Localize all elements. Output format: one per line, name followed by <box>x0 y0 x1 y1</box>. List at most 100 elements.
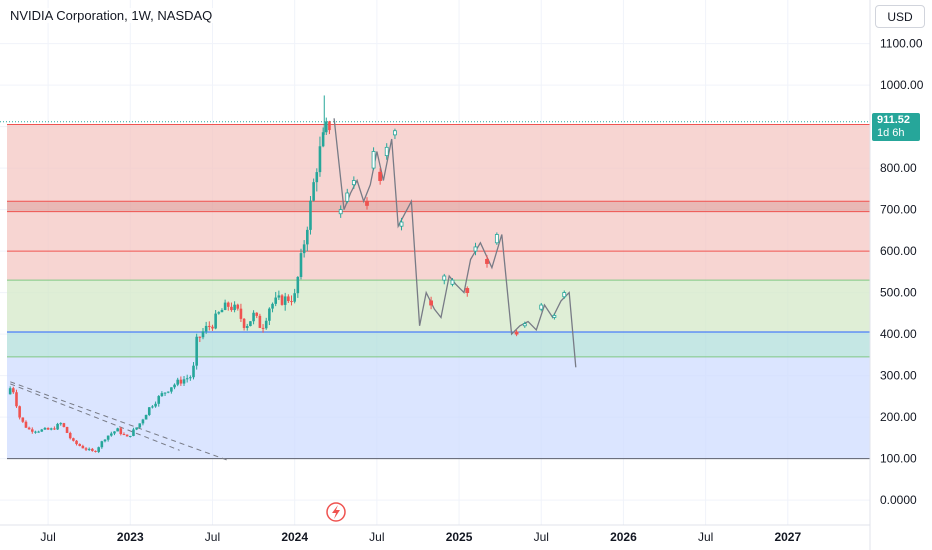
candle-body <box>157 396 161 404</box>
candle-body <box>233 304 236 311</box>
price-tick-label: 0.0000 <box>880 493 917 507</box>
candle-body <box>182 379 186 384</box>
candle-body <box>277 295 281 298</box>
candle-body <box>68 432 72 439</box>
candle-body <box>198 336 202 338</box>
candle-body <box>128 435 132 437</box>
candle-body <box>40 429 44 432</box>
trendline-layer <box>10 381 230 462</box>
candle-body <box>46 427 50 430</box>
zones-layer <box>7 124 870 459</box>
candle-body <box>125 434 129 437</box>
candle-body <box>170 387 173 392</box>
candle-body <box>299 253 303 277</box>
candle-body <box>94 450 97 452</box>
currency-button[interactable]: USD <box>875 5 925 28</box>
projection-candle-body <box>399 221 404 227</box>
candle-body <box>34 431 37 433</box>
trendline[interactable] <box>10 381 230 462</box>
candle-body <box>268 308 271 321</box>
projection-candle-body <box>494 234 499 244</box>
candle-body <box>179 379 183 384</box>
lightning-icon[interactable] <box>326 502 346 522</box>
candle-body <box>151 406 154 408</box>
candle-body <box>223 302 227 310</box>
candle-body <box>56 423 59 430</box>
projection-candle-body <box>522 323 527 327</box>
dark-red-band <box>7 201 870 212</box>
candle-body <box>132 429 135 436</box>
candle-body <box>163 392 167 394</box>
candle-body <box>122 434 126 436</box>
candle-body <box>173 384 176 388</box>
candle-body <box>113 431 116 434</box>
candle-body <box>201 331 205 338</box>
time-tick-label: 2024 <box>281 530 308 544</box>
candle-body <box>220 309 224 313</box>
candle-body <box>328 121 331 131</box>
candle-body <box>116 428 119 432</box>
candle-body <box>185 378 189 380</box>
projection-candle-body <box>465 288 470 293</box>
candle-body <box>204 325 208 332</box>
price-axis[interactable]: 1100.001000.00900.00800.00700.00600.0050… <box>869 0 924 550</box>
projection-candle-body <box>514 331 519 335</box>
candle-body <box>324 121 328 133</box>
green-zone <box>7 280 870 333</box>
candle-body <box>239 308 243 319</box>
candle-body <box>302 244 306 254</box>
time-axis[interactable]: Jul 2023 Jul 2024 Jul 2025 Jul 2026 Jul 2027 <box>0 524 870 544</box>
bar-countdown: 1d 6h <box>877 127 905 139</box>
candle-body <box>84 448 88 450</box>
candle-body <box>252 312 255 322</box>
projection-candle-body <box>351 180 356 186</box>
price-tick-label: 1000.00 <box>880 78 924 92</box>
projection-candle-body <box>365 200 369 206</box>
candle-body <box>106 435 110 440</box>
projection-candle-body <box>384 146 389 157</box>
projection-candle-body <box>485 258 489 264</box>
candle-body <box>236 304 240 309</box>
candle-body <box>103 439 107 442</box>
candle-body <box>321 132 325 147</box>
candle-body <box>315 172 319 183</box>
mid-red-zone <box>7 211 870 281</box>
price-tick-label: 100.00 <box>880 452 917 466</box>
candle-body <box>43 427 47 430</box>
candle-body <box>217 312 221 314</box>
candle-body <box>18 406 21 418</box>
candle-body <box>226 302 230 307</box>
projection-candle-body <box>473 246 478 252</box>
candle-body <box>138 423 142 428</box>
candle-body <box>176 379 180 385</box>
projection-candle-body <box>371 151 376 169</box>
candle-body <box>296 276 300 294</box>
candle-body <box>208 325 211 327</box>
candle-body <box>119 428 123 435</box>
time-tick-label: Jul <box>698 530 713 544</box>
teal-zone <box>7 332 870 357</box>
projection-line[interactable] <box>333 118 577 368</box>
time-tick-label: 2027 <box>774 530 801 544</box>
candle-body <box>306 229 309 245</box>
levels-layer <box>0 121 870 460</box>
price-tick-label: 300.00 <box>880 369 917 383</box>
projection-candle-body <box>450 279 455 285</box>
candle-body <box>30 429 34 432</box>
candle-body <box>166 391 170 393</box>
candle-body <box>287 296 290 302</box>
time-tick-label: 2023 <box>117 530 144 544</box>
candle-body <box>280 295 284 305</box>
projection-candle-body <box>442 275 447 281</box>
trendline[interactable] <box>10 383 180 451</box>
projection-candle-body <box>378 171 383 181</box>
candle-body <box>62 423 66 427</box>
candle-body <box>264 320 268 329</box>
projection-candle-body <box>552 315 557 318</box>
projection-candle-body <box>338 209 343 215</box>
candle-body <box>110 433 113 436</box>
candle-body <box>290 301 293 303</box>
candle-body <box>293 293 296 302</box>
price-tick-label: 800.00 <box>880 161 917 175</box>
